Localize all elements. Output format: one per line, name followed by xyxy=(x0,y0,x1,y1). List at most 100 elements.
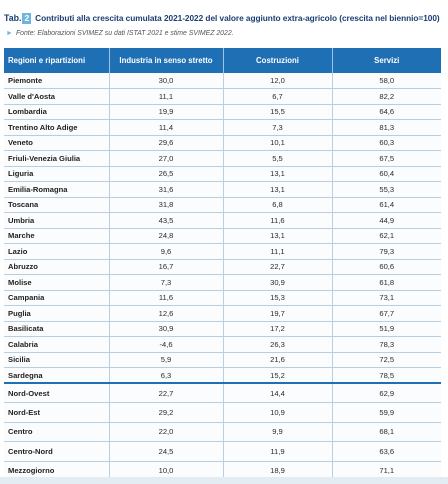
area-row: Mezzogiorno 10,0 18,9 71,1 xyxy=(4,461,441,481)
cell-industria: 5,9 xyxy=(109,352,224,368)
table-title-row: Tab. 2 Contributi alla crescita cumulata… xyxy=(4,11,444,25)
table-row: Veneto 29,6 10,1 60,3 xyxy=(4,135,441,151)
source-text: Fonte: Elaborazioni SVIMEZ su dati ISTAT… xyxy=(15,30,234,37)
row-label: Calabria xyxy=(4,336,110,353)
cell-servizi: 60,6 xyxy=(332,259,441,275)
source-note: ► Fonte: Elaborazioni SVIMEZ su dati IST… xyxy=(6,28,234,39)
cell-costruzioni: 11,1 xyxy=(223,243,333,260)
row-label: Liguria xyxy=(4,166,110,182)
cell-servizi: 63,6 xyxy=(332,441,441,462)
data-table: Regioni e ripartizioni Industria in sens… xyxy=(4,48,441,484)
row-label: Friuli-Venezia Giulia xyxy=(4,150,110,167)
table-row: Liguria 26,5 13,1 60,4 xyxy=(4,166,441,182)
row-label: Marche xyxy=(4,228,110,244)
area-row: Nord-Ovest 22,7 14,4 62,9 xyxy=(4,383,441,403)
row-label: Toscana xyxy=(4,197,110,213)
table-row: Trentino Alto Adige 11,4 7,3 81,3 xyxy=(4,119,441,136)
cell-servizi: 61,8 xyxy=(332,274,441,291)
cell-industria: 31,6 xyxy=(109,181,224,198)
cell-costruzioni: 15,2 xyxy=(223,367,333,384)
cell-costruzioni: 10,1 xyxy=(223,135,333,151)
arrow-right-icon: ► xyxy=(6,30,13,37)
cell-industria: 16,7 xyxy=(109,259,224,275)
cell-industria: 27,0 xyxy=(109,150,224,167)
cell-industria: 22,7 xyxy=(109,383,224,403)
cell-servizi: 68,1 xyxy=(332,422,441,442)
table-row: Marche 24,8 13,1 62,1 xyxy=(4,228,441,244)
cell-industria: 9,6 xyxy=(109,243,224,260)
cell-industria: 24,5 xyxy=(109,441,224,462)
cell-servizi: 72,5 xyxy=(332,352,441,368)
table-row: Basilicata 30,9 17,2 51,9 xyxy=(4,321,441,337)
cell-costruzioni: 30,9 xyxy=(223,274,333,291)
row-label: Sardegna xyxy=(4,367,110,384)
column-header-servizi: Servizi xyxy=(332,48,441,73)
row-label: Emilia-Romagna xyxy=(4,181,110,198)
table-row: Toscana 31,8 6,8 61,4 xyxy=(4,197,441,213)
row-label: Abruzzo xyxy=(4,259,110,275)
row-label: Piemonte xyxy=(4,73,110,89)
cell-servizi: 58,0 xyxy=(332,73,441,89)
cell-servizi: 82,2 xyxy=(332,88,441,105)
row-label: Trentino Alto Adige xyxy=(4,119,110,136)
table-row: Umbria 43,5 11,6 44,9 xyxy=(4,212,441,229)
cell-costruzioni: 21,6 xyxy=(223,352,333,368)
column-header-region: Regioni e ripartizioni xyxy=(4,48,110,73)
cell-industria: 12,6 xyxy=(109,305,224,322)
row-label: Puglia xyxy=(4,305,110,322)
table-header: Regioni e ripartizioni Industria in sens… xyxy=(4,48,441,73)
cell-industria: 11,1 xyxy=(109,88,224,105)
table-row: Puglia 12,6 19,7 67,7 xyxy=(4,305,441,322)
table-label: Tab. xyxy=(4,13,22,23)
column-header-industria: Industria in senso stretto xyxy=(109,48,224,73)
header-row: Regioni e ripartizioni Industria in sens… xyxy=(4,48,441,73)
cell-costruzioni: 7,3 xyxy=(223,119,333,136)
cell-costruzioni: 26,3 xyxy=(223,336,333,353)
cell-servizi: 44,9 xyxy=(332,212,441,229)
row-label: Valle d'Aosta xyxy=(4,88,110,105)
row-label: Sicilia xyxy=(4,352,110,368)
table-row: Abruzzo 16,7 22,7 60,6 xyxy=(4,259,441,275)
table-body: Piemonte 30,0 12,0 58,0 Valle d'Aosta 11,1 6,7… xyxy=(4,73,441,484)
cell-industria: 30,0 xyxy=(109,73,224,89)
cell-servizi: 79,3 xyxy=(332,243,441,260)
cell-industria: 43,5 xyxy=(109,212,224,229)
table-row: Molise 7,3 30,9 61,8 xyxy=(4,274,441,291)
cell-industria: 22,0 xyxy=(109,422,224,442)
cell-industria: 24,8 xyxy=(109,228,224,244)
cell-industria: -4,6 xyxy=(109,336,224,353)
cell-servizi: 73,1 xyxy=(332,290,441,306)
row-label: Lazio xyxy=(4,243,110,260)
cell-costruzioni: 17,2 xyxy=(223,321,333,337)
cell-costruzioni: 13,1 xyxy=(223,228,333,244)
footer-band xyxy=(0,477,448,484)
cell-servizi: 60,4 xyxy=(332,166,441,182)
row-label: Molise xyxy=(4,274,110,291)
table-title: Contributi alla crescita cumulata 2021-2… xyxy=(35,13,440,23)
column-header-costruzioni: Costruzioni xyxy=(223,48,333,73)
cell-costruzioni: 9,9 xyxy=(223,422,333,442)
row-label: Campania xyxy=(4,290,110,306)
cell-costruzioni: 13,1 xyxy=(223,166,333,182)
cell-servizi: 61,4 xyxy=(332,197,441,213)
area-row: Centro-Nord 24,5 11,9 63,6 xyxy=(4,441,441,462)
row-label: Lombardia xyxy=(4,104,110,120)
row-label: Umbria xyxy=(4,212,110,229)
cell-costruzioni: 22,7 xyxy=(223,259,333,275)
cell-industria: 11,4 xyxy=(109,119,224,136)
row-label: Basilicata xyxy=(4,321,110,337)
table-number-badge: 2 xyxy=(22,12,32,24)
table-row: Piemonte 30,0 12,0 58,0 xyxy=(4,73,441,89)
cell-servizi: 60,3 xyxy=(332,135,441,151)
table-row: Lazio 9,6 11,1 79,3 xyxy=(4,243,441,260)
cell-costruzioni: 12,0 xyxy=(223,73,333,89)
row-label: Centro xyxy=(4,422,110,442)
table-row: Lombardia 19,9 15,5 64,6 xyxy=(4,104,441,120)
cell-costruzioni: 11,6 xyxy=(223,212,333,229)
row-label: Veneto xyxy=(4,135,110,151)
area-row: Centro 22,0 9,9 68,1 xyxy=(4,422,441,442)
cell-industria: 6,3 xyxy=(109,367,224,384)
cell-costruzioni: 15,3 xyxy=(223,290,333,306)
cell-costruzioni: 11,9 xyxy=(223,441,333,462)
cell-costruzioni: 13,1 xyxy=(223,181,333,198)
